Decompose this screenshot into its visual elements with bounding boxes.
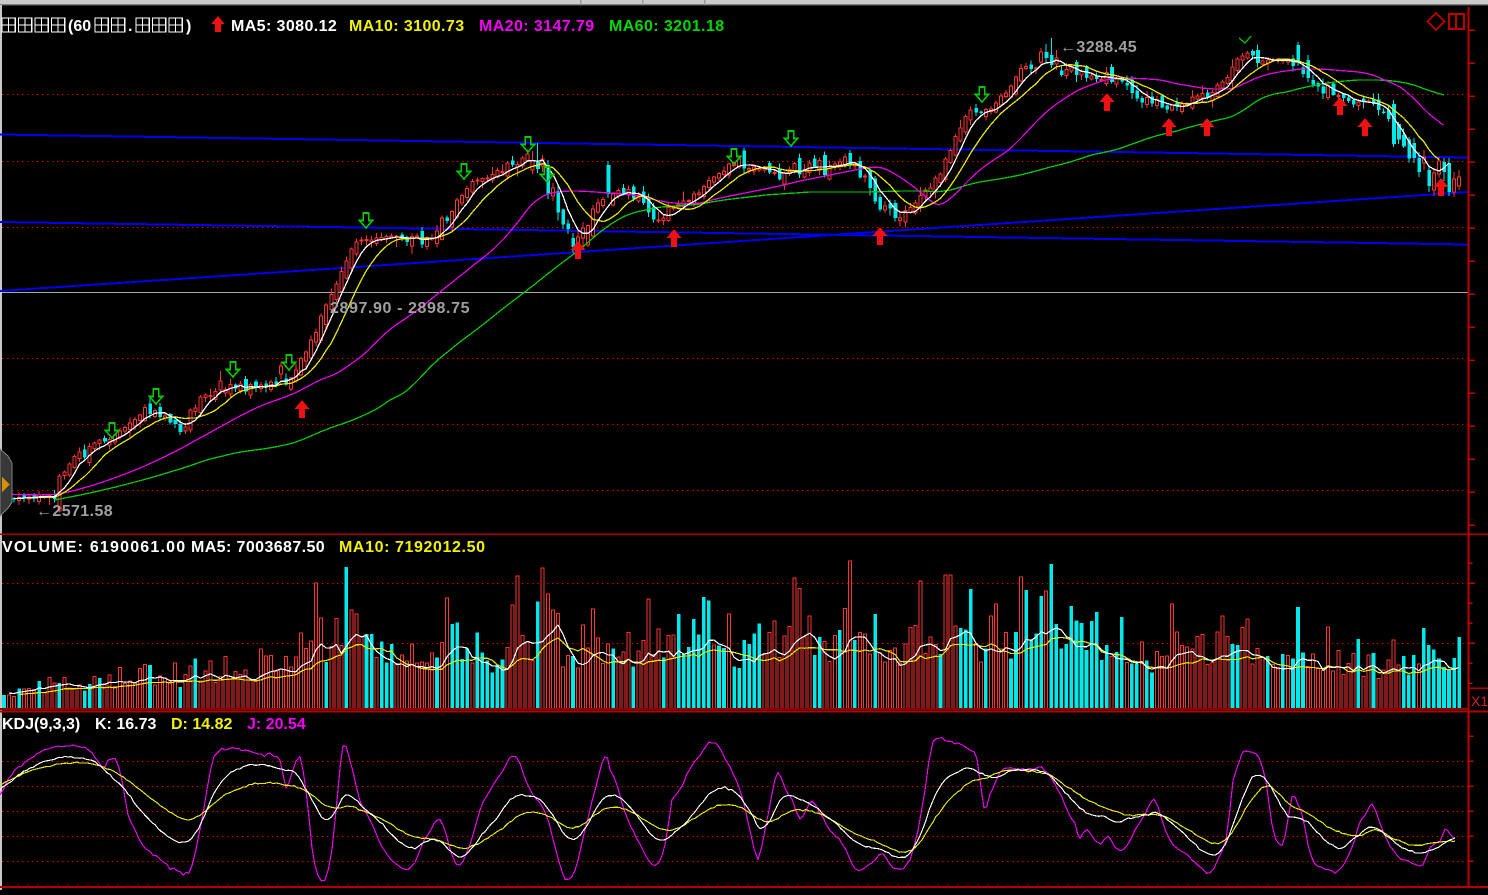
svg-text:MA60: 3201.18: MA60: 3201.18 bbox=[609, 18, 725, 35]
svg-text:KDJ(9,3,3): KDJ(9,3,3) bbox=[2, 716, 80, 733]
svg-text:←3288.45: ←3288.45 bbox=[1060, 39, 1137, 56]
svg-text:MA20: 3147.79: MA20: 3147.79 bbox=[479, 18, 595, 35]
svg-text:MA10: 3100.73: MA10: 3100.73 bbox=[349, 18, 465, 35]
svg-text:2897.90 - 2898.75: 2897.90 - 2898.75 bbox=[330, 300, 470, 317]
svg-text:MA5: 3080.12: MA5: 3080.12 bbox=[231, 18, 337, 35]
svg-text:MA10: 7192012.50: MA10: 7192012.50 bbox=[339, 539, 486, 556]
svg-text:K: 16.73: K: 16.73 bbox=[95, 716, 156, 733]
svg-text:X1: X1 bbox=[1471, 693, 1488, 709]
svg-text:MA5: 7003687.50: MA5: 7003687.50 bbox=[191, 539, 325, 556]
svg-text:VOLUME: 6190061.00: VOLUME: 6190061.00 bbox=[2, 539, 186, 556]
svg-text:): ) bbox=[186, 18, 191, 35]
svg-text:(60: (60 bbox=[68, 18, 91, 35]
svg-text:.: . bbox=[128, 18, 132, 35]
svg-text:D: 14.82: D: 14.82 bbox=[171, 716, 232, 733]
svg-text:J: 20.54: J: 20.54 bbox=[247, 716, 306, 733]
svg-text:←2571.58: ←2571.58 bbox=[36, 503, 113, 520]
